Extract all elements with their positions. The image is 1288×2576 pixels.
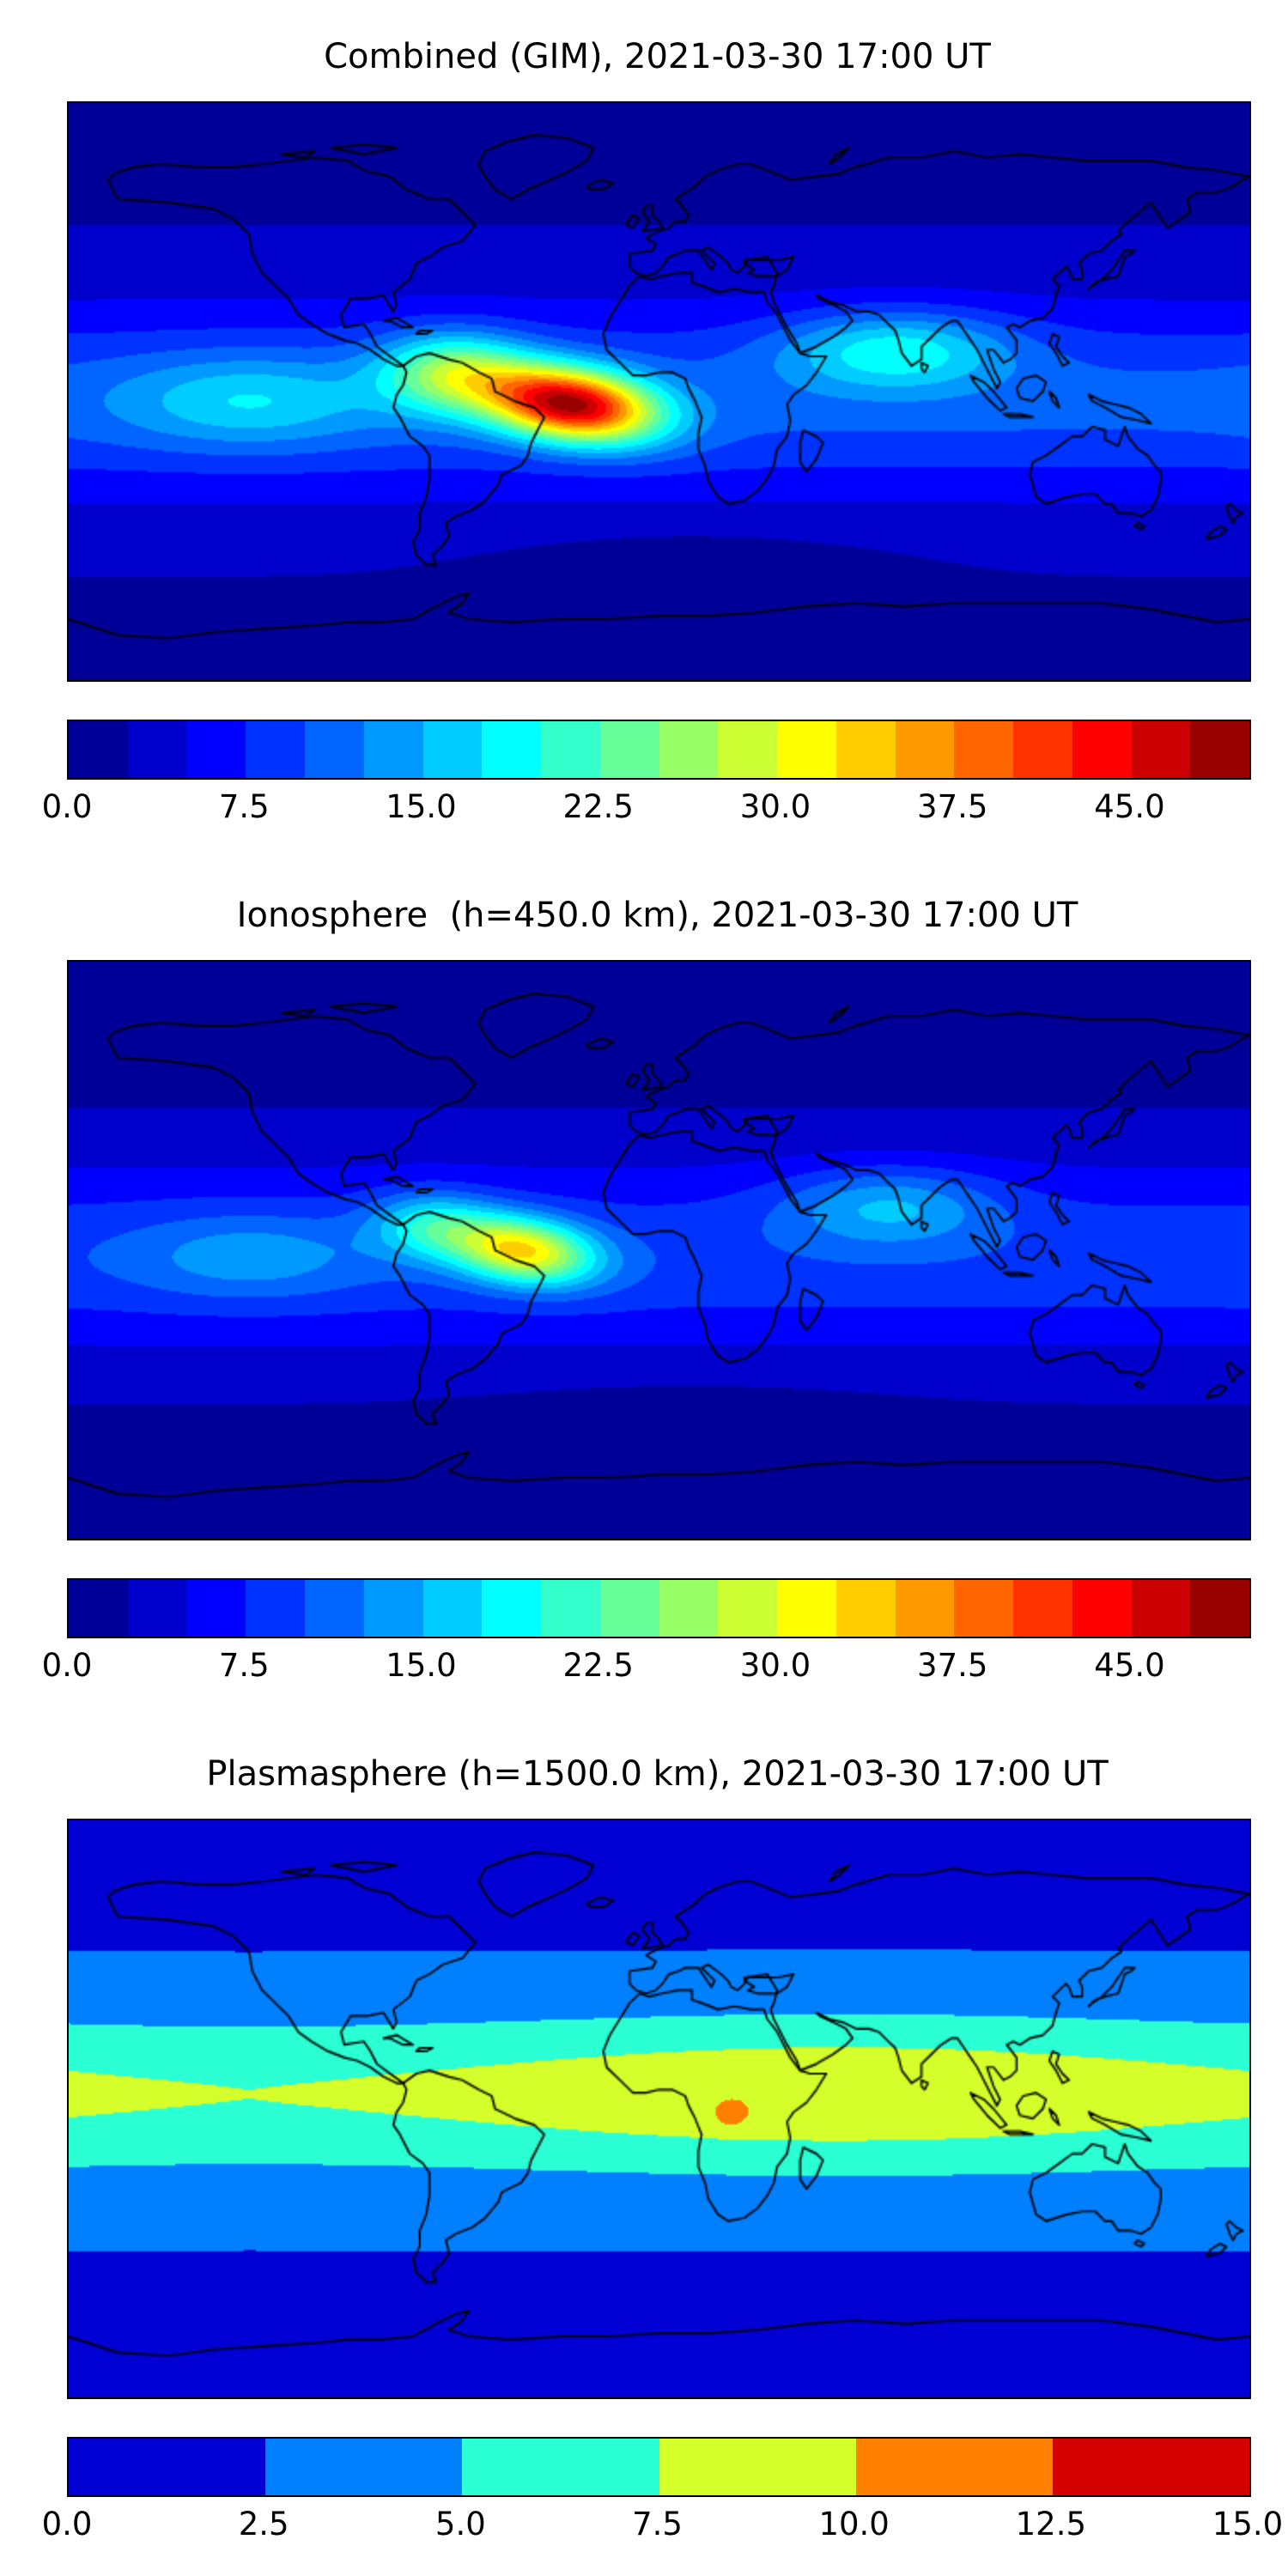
colorbar-segment [186,1580,246,1637]
colorbar-segment [246,721,305,778]
colorbar-segment [599,1580,659,1637]
panel-plasmasphere: Plasmasphere (h=1500.0 km), 2021-03-30 1… [0,1717,1288,2576]
colorbar-tick-label: 12.5 [1015,2506,1087,2543]
colorbar-segment [541,721,600,778]
map-plasmasphere [67,1819,1251,2399]
colorbar-tick-label: 37.5 [917,1647,988,1684]
colorbar-segment [1052,2439,1250,2495]
colorbar-tick-label: 0.0 [41,1647,93,1684]
colorbar-tick-label: 37.5 [917,788,988,825]
colorbar-segment [186,721,246,778]
colorbar-segment [1190,1580,1249,1637]
colorbar-tick-label: 15.0 [1212,2506,1284,2543]
colorbar-segment [954,721,1013,778]
colorbar-tick-label: 7.5 [218,1647,270,1684]
colorbar-segment [127,1580,187,1637]
panel-title-ionosphere: Ionosphere (h=450.0 km), 2021-03-30 17:0… [236,896,1078,935]
colorbar-combined [67,720,1251,780]
colorbar-tick-label: 15.0 [386,788,457,825]
colorbar-segment [777,1580,836,1637]
map-canvas-ionosphere [69,962,1249,1539]
colorbar-segment [1013,1580,1072,1637]
colorbar-segment [363,721,423,778]
colorbar-plasmasphere [67,2437,1251,2497]
colorbar-tick-label: 10.0 [818,2506,890,2543]
colorbar-tick-label: 45.0 [1094,1647,1165,1684]
colorbar-segment [895,1580,955,1637]
colorbar-segment [305,1580,364,1637]
colorbar-segment [954,1580,1013,1637]
colorbar-segment [265,2439,463,2495]
map-canvas-plasmasphere [69,1820,1249,2397]
colorbar-segment [1072,721,1132,778]
colorbar-ticks-combined: 0.0 7.5 15.0 22.5 30.0 37.5 45.0 [42,788,1248,840]
colorbar-segment [599,721,659,778]
colorbar-tick-label: 30.0 [739,1647,811,1684]
panel-ionosphere: Ionosphere (h=450.0 km), 2021-03-30 17:0… [0,859,1288,1717]
colorbar-segment [1013,721,1072,778]
colorbar-tick-label: 2.5 [238,2506,289,2543]
colorbar-tick-label: 22.5 [562,1647,634,1684]
colorbar-segment [835,721,896,778]
colorbar-segment [718,721,777,778]
panel-title-plasmasphere: Plasmasphere (h=1500.0 km), 2021-03-30 1… [206,1754,1109,1794]
colorbar-segment [462,2439,659,2495]
colorbar-tick-label: 5.0 [434,2506,486,2543]
colorbar-ionosphere [67,1578,1251,1638]
colorbar-segment [246,1580,305,1637]
colorbar-segment [363,1580,423,1637]
colorbar-tick-label: 7.5 [632,2506,683,2543]
colorbar-segment [422,1580,483,1637]
colorbar-segment [659,721,719,778]
colorbar-segment [777,721,836,778]
colorbar-ticks-plasmasphere: 0.0 2.5 5.0 7.5 10.0 12.5 15.0 [42,2506,1284,2557]
colorbar-segment [1072,1580,1132,1637]
colorbar-segment [718,1580,777,1637]
map-ionosphere [67,960,1251,1540]
colorbar-segment [1190,721,1249,778]
colorbar-tick-label: 0.0 [41,788,93,825]
colorbar-segment [482,721,541,778]
colorbar-segment [69,721,128,778]
colorbar-segment [305,721,364,778]
colorbar-ticks-ionosphere: 0.0 7.5 15.0 22.5 30.0 37.5 45.0 [42,1647,1248,1698]
colorbar-tick-label: 15.0 [386,1647,457,1684]
panel-combined-gim: Combined (GIM), 2021-03-30 17:00 UT 0.0 7… [0,0,1288,859]
colorbar-segment [659,1580,719,1637]
colorbar-segment [69,1580,128,1637]
colorbar-segment [895,721,955,778]
panel-title-combined: Combined (GIM), 2021-03-30 17:00 UT [324,37,991,76]
colorbar-tick-label: 22.5 [562,788,634,825]
colorbar-tick-label: 30.0 [739,788,811,825]
colorbar-segment [1131,1580,1191,1637]
colorbar-segment [482,1580,541,1637]
colorbar-segment [69,2439,266,2495]
colorbar-segment [835,1580,896,1637]
map-canvas-combined [69,103,1249,680]
colorbar-segment [1131,721,1191,778]
colorbar-tick-label: 7.5 [218,788,270,825]
colorbar-tick-label: 0.0 [41,2506,93,2543]
colorbar-tick-label: 45.0 [1094,788,1165,825]
map-combined [67,101,1251,682]
colorbar-segment [127,721,187,778]
colorbar-segment [422,721,483,778]
colorbar-segment [855,2439,1053,2495]
colorbar-segment [659,2439,856,2495]
colorbar-segment [541,1580,600,1637]
